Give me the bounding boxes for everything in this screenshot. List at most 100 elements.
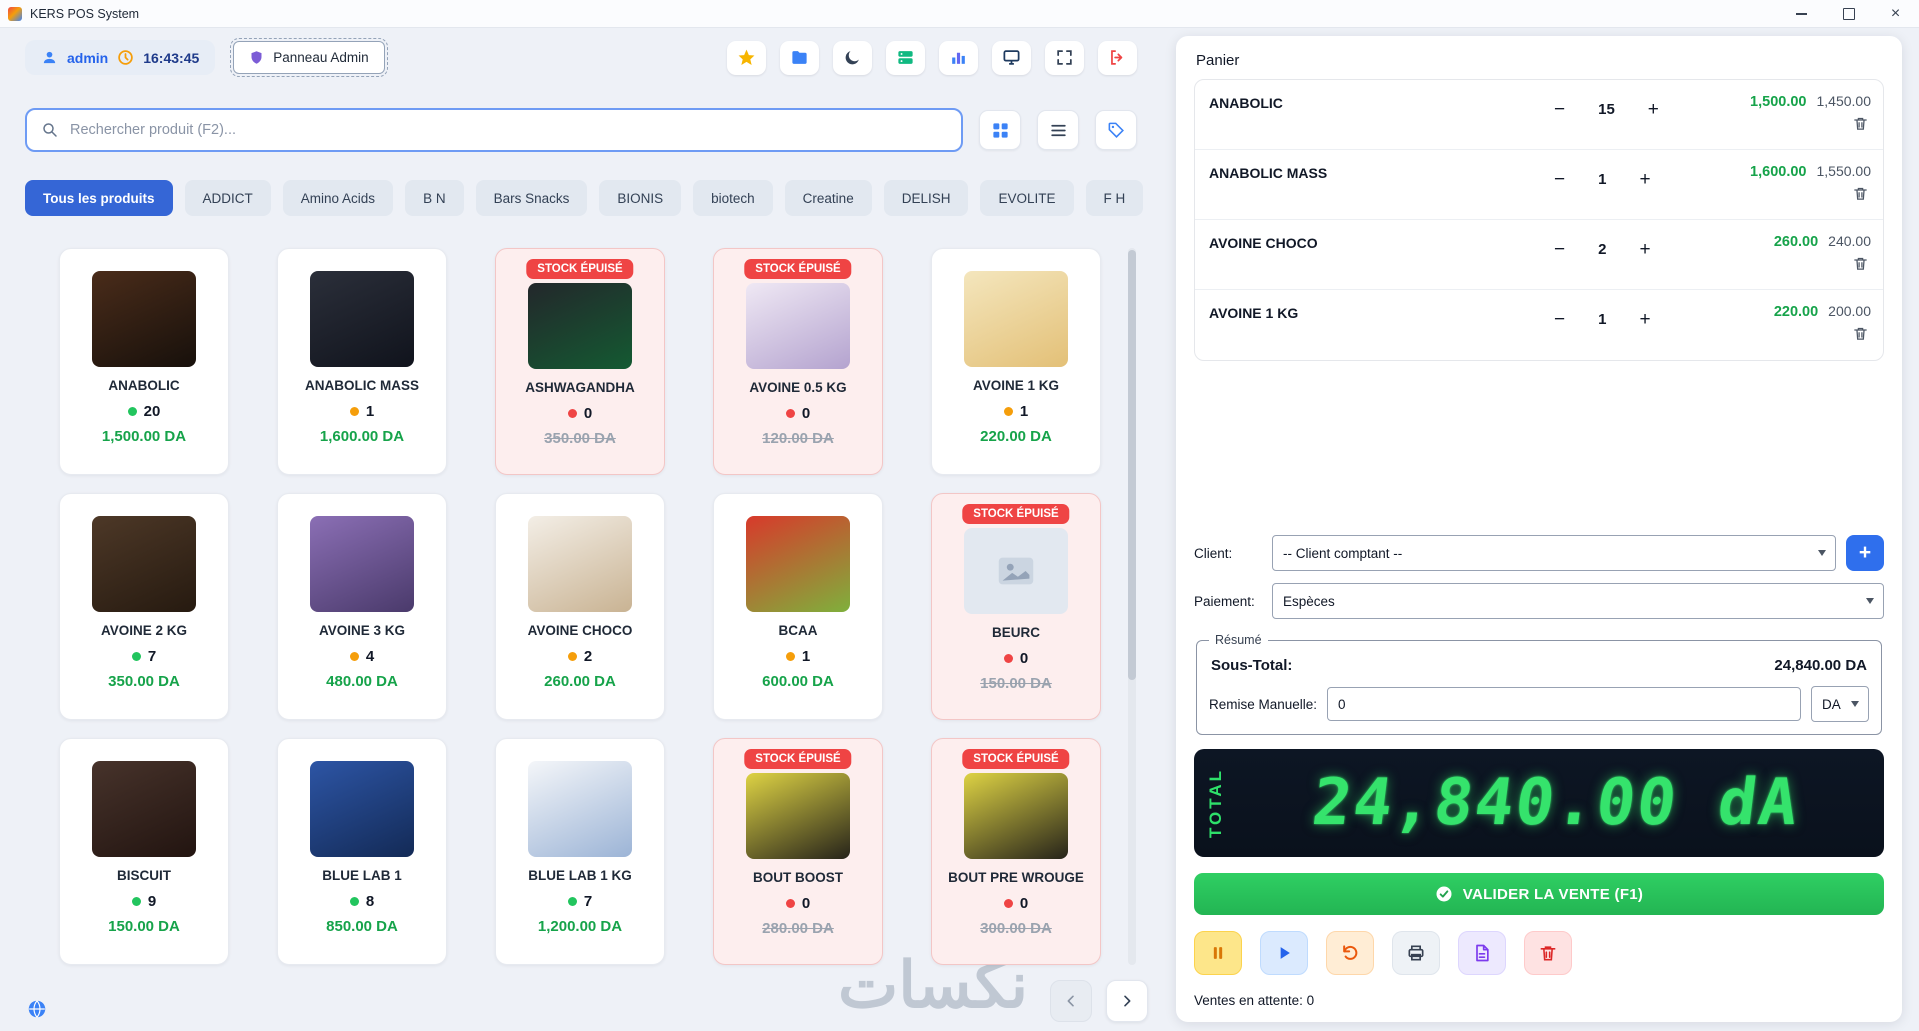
- category-chip[interactable]: EVOLITE: [980, 180, 1074, 216]
- product-card[interactable]: BCAA 1 600.00 DA: [713, 493, 883, 720]
- next-page-button[interactable]: [1106, 980, 1148, 1022]
- trash-icon: [1854, 257, 1867, 270]
- product-card[interactable]: ANABOLIC 20 1,500.00 DA: [59, 248, 229, 475]
- category-chip-label: Tous les produits: [43, 190, 155, 206]
- client-select[interactable]: -- Client comptant --: [1272, 535, 1836, 571]
- product-price: 280.00 DA: [762, 919, 834, 937]
- globe-icon: [28, 1000, 46, 1018]
- qty-increase-button[interactable]: +: [1645, 100, 1662, 119]
- scrollbar-thumb[interactable]: [1128, 250, 1136, 680]
- product-price: 1,600.00 DA: [319, 427, 405, 445]
- cart-item-prices: 1,600.00 1,550.00: [1750, 160, 1871, 180]
- product-scrollbar[interactable]: [1128, 248, 1136, 965]
- clear-cart-button[interactable]: [1524, 931, 1572, 975]
- product-card[interactable]: BLUE LAB 1 8 850.00 DA: [277, 738, 447, 965]
- hold-sale-button[interactable]: [1194, 931, 1242, 975]
- qty-decrease-button[interactable]: −: [1551, 170, 1568, 189]
- product-stock: 1: [1003, 403, 1028, 420]
- dark-mode-button[interactable]: [833, 40, 872, 75]
- remove-item-button[interactable]: [1850, 113, 1871, 137]
- category-chip[interactable]: BIONIS: [599, 180, 682, 216]
- category-chip-label: EVOLITE: [998, 190, 1056, 206]
- payment-select[interactable]: Espèces: [1272, 583, 1884, 619]
- category-chip[interactable]: ADDICT: [184, 180, 271, 216]
- category-chip[interactable]: B N: [405, 180, 464, 216]
- cart-item: AVOINE CHOCO − 2 + 260.00 240.00: [1195, 220, 1883, 290]
- product-card[interactable]: AVOINE 1 KG 1 220.00 DA: [931, 248, 1101, 475]
- product-stock-count: 0: [1019, 894, 1029, 912]
- product-card[interactable]: AVOINE 2 KG 7 350.00 DA: [59, 493, 229, 720]
- close-button[interactable]: ×: [1872, 0, 1919, 27]
- product-card[interactable]: AVOINE CHOCO 2 260.00 DA: [495, 493, 665, 720]
- cart-title: Panier: [1196, 52, 1240, 69]
- user-icon: [43, 51, 56, 64]
- minimize-button[interactable]: [1778, 0, 1825, 27]
- product-card[interactable]: BISCUIT 9 150.00 DA: [59, 738, 229, 965]
- grid-view-button[interactable]: [979, 110, 1021, 150]
- statistics-button[interactable]: [939, 40, 978, 75]
- tag-button[interactable]: [1095, 110, 1137, 150]
- product-stock-count: 2: [583, 647, 593, 665]
- remove-item-button[interactable]: [1850, 253, 1871, 277]
- resume-sale-button[interactable]: [1260, 931, 1308, 975]
- product-stock: 0: [567, 405, 592, 422]
- product-image: [92, 516, 196, 612]
- tag-icon: [1108, 122, 1124, 138]
- cart-item-qty: 1: [1598, 171, 1607, 188]
- favorites-button[interactable]: [727, 40, 766, 75]
- qty-increase-button[interactable]: +: [1636, 170, 1653, 189]
- remove-item-button[interactable]: [1850, 323, 1871, 347]
- qty-increase-button[interactable]: +: [1636, 310, 1653, 329]
- product-name: AVOINE 0.5 KG: [749, 381, 847, 395]
- maximize-button[interactable]: [1825, 0, 1872, 27]
- logout-button[interactable]: [1098, 40, 1137, 75]
- minimize-icon: [1796, 12, 1807, 15]
- subtotal-label: Sous-Total:: [1211, 657, 1293, 674]
- fullscreen-button[interactable]: [1045, 40, 1084, 75]
- remove-item-button[interactable]: [1850, 183, 1871, 207]
- add-client-button[interactable]: +: [1846, 535, 1884, 571]
- category-chip-label: ADDICT: [202, 190, 253, 206]
- product-card[interactable]: STOCK ÉPUISÉ AVOINE 0.5 KG 0 120.00 DA: [713, 248, 883, 475]
- qty-decrease-button[interactable]: −: [1551, 240, 1568, 259]
- category-chip[interactable]: DELISH: [883, 180, 969, 216]
- product-card[interactable]: ANABOLIC MASS 1 1,600.00 DA: [277, 248, 447, 475]
- qty-increase-button[interactable]: +: [1636, 240, 1653, 259]
- category-chip[interactable]: Bars Snacks: [475, 180, 588, 216]
- qty-decrease-button[interactable]: −: [1551, 310, 1568, 329]
- prev-page-button[interactable]: [1050, 980, 1092, 1022]
- validate-sale-button[interactable]: VALIDER LA VENTE (F1): [1194, 873, 1884, 915]
- category-chip[interactable]: Amino Acids: [282, 180, 394, 216]
- product-card[interactable]: STOCK ÉPUISÉ BOUT PRE WROUGE 0 300.00 DA: [931, 738, 1101, 965]
- search-input[interactable]: [68, 121, 947, 139]
- list-view-button[interactable]: [1037, 110, 1079, 150]
- product-card[interactable]: STOCK ÉPUISÉ BEURC 0 150.00 DA: [931, 493, 1101, 720]
- category-chip[interactable]: F H: [1085, 180, 1143, 216]
- language-button[interactable]: [26, 998, 48, 1020]
- undo-button[interactable]: [1326, 931, 1374, 975]
- header-icon-row: [727, 40, 1137, 75]
- username: admin: [67, 49, 109, 66]
- discount-unit-select[interactable]: DA: [1811, 686, 1869, 722]
- stock-dot: [567, 408, 577, 418]
- cart-item-right: 260.00 240.00: [1711, 230, 1871, 277]
- category-chip[interactable]: biotech: [693, 180, 773, 216]
- product-card[interactable]: BLUE LAB 1 KG 7 1,200.00 DA: [495, 738, 665, 965]
- product-card[interactable]: AVOINE 3 KG 4 480.00 DA: [277, 493, 447, 720]
- print-button[interactable]: [1392, 931, 1440, 975]
- product-price: 300.00 DA: [980, 919, 1052, 937]
- invoice-button[interactable]: [1458, 931, 1506, 975]
- product-stock: 7: [567, 893, 592, 910]
- qty-decrease-button[interactable]: −: [1551, 100, 1568, 119]
- product-card[interactable]: STOCK ÉPUISÉ BOUT BOOST 0 280.00 DA: [713, 738, 883, 965]
- category-chip[interactable]: Creatine: [784, 180, 872, 216]
- files-button[interactable]: [780, 40, 819, 75]
- product-stock-count: 1: [801, 647, 811, 665]
- product-card[interactable]: STOCK ÉPUISÉ ASHWAGANDHA 0 350.00 DA: [495, 248, 665, 475]
- database-button[interactable]: [886, 40, 925, 75]
- admin-panel-button[interactable]: Panneau Admin: [230, 38, 388, 77]
- discount-input[interactable]: [1327, 687, 1801, 721]
- display-button[interactable]: [992, 40, 1031, 75]
- category-chip[interactable]: Tous les produits: [25, 180, 173, 216]
- product-image: [310, 761, 414, 857]
